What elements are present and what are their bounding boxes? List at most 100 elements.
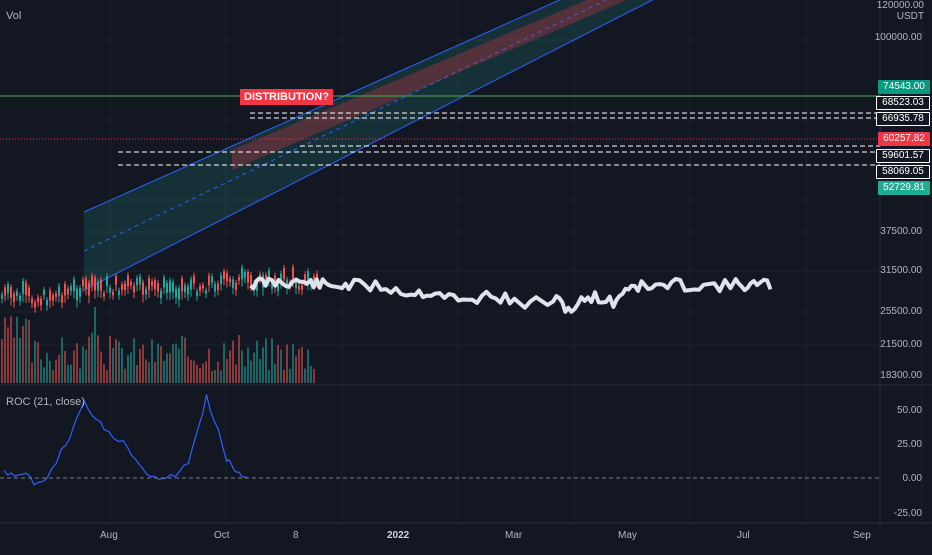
candle (157, 283, 159, 292)
volume-bar (307, 349, 309, 383)
candle (211, 276, 213, 283)
price-tick: 18300.00 (880, 370, 922, 381)
volume-bar (235, 364, 237, 383)
candle (49, 290, 51, 301)
candle (139, 276, 141, 285)
candle (292, 267, 294, 280)
volume-bar (271, 338, 273, 383)
candle (76, 288, 78, 301)
candle (64, 283, 66, 296)
candle (31, 298, 33, 304)
candle (67, 288, 69, 295)
projection-series (249, 276, 773, 314)
volume-bar (166, 353, 168, 383)
candle (118, 290, 120, 296)
candle (97, 281, 99, 291)
candle (25, 282, 27, 295)
candle (256, 283, 258, 291)
volume-bar (184, 337, 186, 383)
price-tick: 37500.00 (880, 226, 922, 237)
volume-bar (259, 359, 261, 383)
volume-bar (313, 369, 315, 383)
volume-bar (124, 368, 126, 383)
candle (283, 268, 285, 280)
candle (175, 288, 177, 298)
volume-bar (244, 366, 246, 383)
candle (22, 281, 24, 294)
volume-bar (298, 349, 300, 383)
volume-bar (58, 354, 60, 383)
volume-bar (172, 344, 174, 383)
volume-bar (19, 337, 21, 383)
volume-bar (94, 306, 96, 383)
volume-bar (73, 350, 75, 383)
volume-bar (268, 369, 270, 383)
volume-bar (229, 350, 231, 383)
volume-bar (304, 368, 306, 383)
volume-bar (163, 360, 165, 383)
volume-bar (43, 367, 45, 383)
candle (112, 291, 114, 296)
volume-bar (286, 344, 288, 383)
candle (58, 286, 60, 296)
volume-bar (70, 364, 72, 383)
candle (307, 271, 309, 283)
volume-bar (13, 337, 15, 383)
volume-bar (97, 335, 99, 383)
volume-bar (79, 368, 81, 383)
volume-bar (301, 347, 303, 383)
volume-bar (25, 318, 27, 383)
candle (271, 282, 273, 289)
candle (181, 278, 183, 292)
candle (241, 267, 243, 280)
currency-code: USDT (896, 11, 924, 22)
volume-bar (283, 369, 285, 383)
volume-bar (277, 345, 279, 383)
volume-bar (199, 368, 201, 383)
volume-bar (241, 350, 243, 383)
candle (106, 276, 108, 287)
volume-bar (85, 349, 87, 383)
channel-upper (83, 0, 561, 213)
candle (217, 283, 219, 290)
x-tick-jul: Jul (737, 530, 750, 541)
candle (268, 270, 270, 280)
volume-bar (61, 337, 63, 383)
volume-bar (88, 336, 90, 383)
volume-bar (289, 369, 291, 383)
candle (133, 285, 135, 293)
volume-bar (40, 359, 42, 383)
volume-bar (190, 359, 192, 383)
candle (286, 279, 288, 288)
candle (34, 302, 36, 308)
volume-bar (193, 360, 195, 383)
volume-bar (178, 348, 180, 383)
candle (166, 282, 168, 293)
candle (205, 290, 207, 294)
candle (193, 275, 195, 284)
volume-bar (55, 359, 57, 383)
distribution-annotation: DISTRIBUTION? (240, 89, 333, 105)
candle (196, 291, 198, 297)
candle (223, 271, 225, 280)
volume-bar (106, 370, 108, 383)
volume-bar (10, 316, 12, 383)
volume-bar (133, 338, 135, 383)
candle (199, 286, 201, 292)
candle (265, 275, 267, 282)
roc-tick: 50.00 (896, 405, 922, 416)
x-tick-aug: Aug (100, 530, 118, 541)
candle (100, 279, 102, 291)
volume-bar (160, 346, 162, 383)
volume-bar (196, 364, 198, 383)
candle (88, 282, 90, 296)
volume-bar (16, 316, 18, 383)
volume-bar (148, 362, 150, 383)
volume-bar (22, 325, 24, 383)
volume-bar (64, 350, 66, 383)
price-tag-58069: 58069.05 (876, 165, 930, 179)
candle (280, 273, 282, 283)
x-tick-mar: Mar (505, 530, 523, 541)
volume-bar (109, 336, 111, 383)
